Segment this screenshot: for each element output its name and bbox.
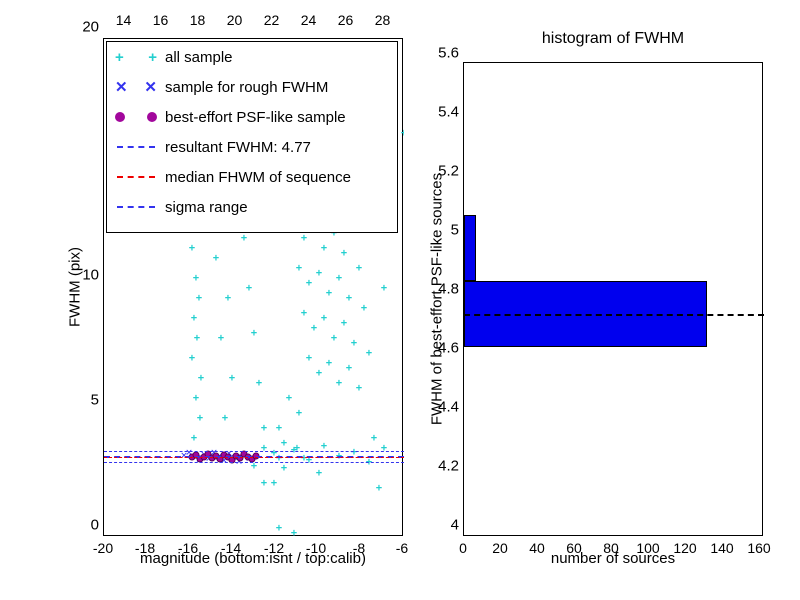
- median-fwhm-histogram-line: [464, 314, 764, 316]
- legend-box[interactable]: + + all sample ✕ ✕ sample for rough FWHM b…: [106, 41, 398, 233]
- right-yaxis-ticks: 4 4.2 4.4 4.6 4.8 5 5.2 5.4 5.6: [437, 62, 461, 536]
- legend-item-psf-sample: best-effort PSF-like sample: [107, 102, 397, 132]
- legend-item-resultant-fwhm: resultant FWHM: 4.77: [107, 132, 397, 162]
- legend-item-median-fwhm: median FHWM of sequence: [107, 162, 397, 192]
- median-fwhm-line: [104, 457, 404, 458]
- sigma-upper-line: [104, 451, 404, 452]
- scatter-plot-area[interactable]: + + + + + + + + + + + + + + + + + + + +: [103, 38, 403, 536]
- left-scatter-panel: FWHM vs magnitudes 14 16 18 20 22 24 26 …: [103, 38, 403, 536]
- left-yaxis-ticks: 0 5 10 20: [77, 38, 101, 536]
- right-histogram-panel: histogram of FWHM FWHM of best-effort PS…: [463, 62, 763, 536]
- legend-item-rough-fwhm: ✕ ✕ sample for rough FWHM: [107, 72, 397, 102]
- right-chart-title: histogram of FWHM: [463, 30, 763, 48]
- histogram-plot-area[interactable]: [463, 62, 763, 536]
- histogram-bar-small[interactable]: [464, 215, 476, 281]
- legend-item-sigma-range: sigma range: [107, 192, 397, 222]
- sigma-lower-line: [104, 462, 404, 463]
- chart-container: FWHM vs magnitudes 14 16 18 20 22 24 26 …: [0, 0, 800, 600]
- legend-item-all-sample: + + all sample: [107, 42, 397, 72]
- top-xaxis-ticks: 14 16 18 20 22 24 26 28: [103, 12, 403, 32]
